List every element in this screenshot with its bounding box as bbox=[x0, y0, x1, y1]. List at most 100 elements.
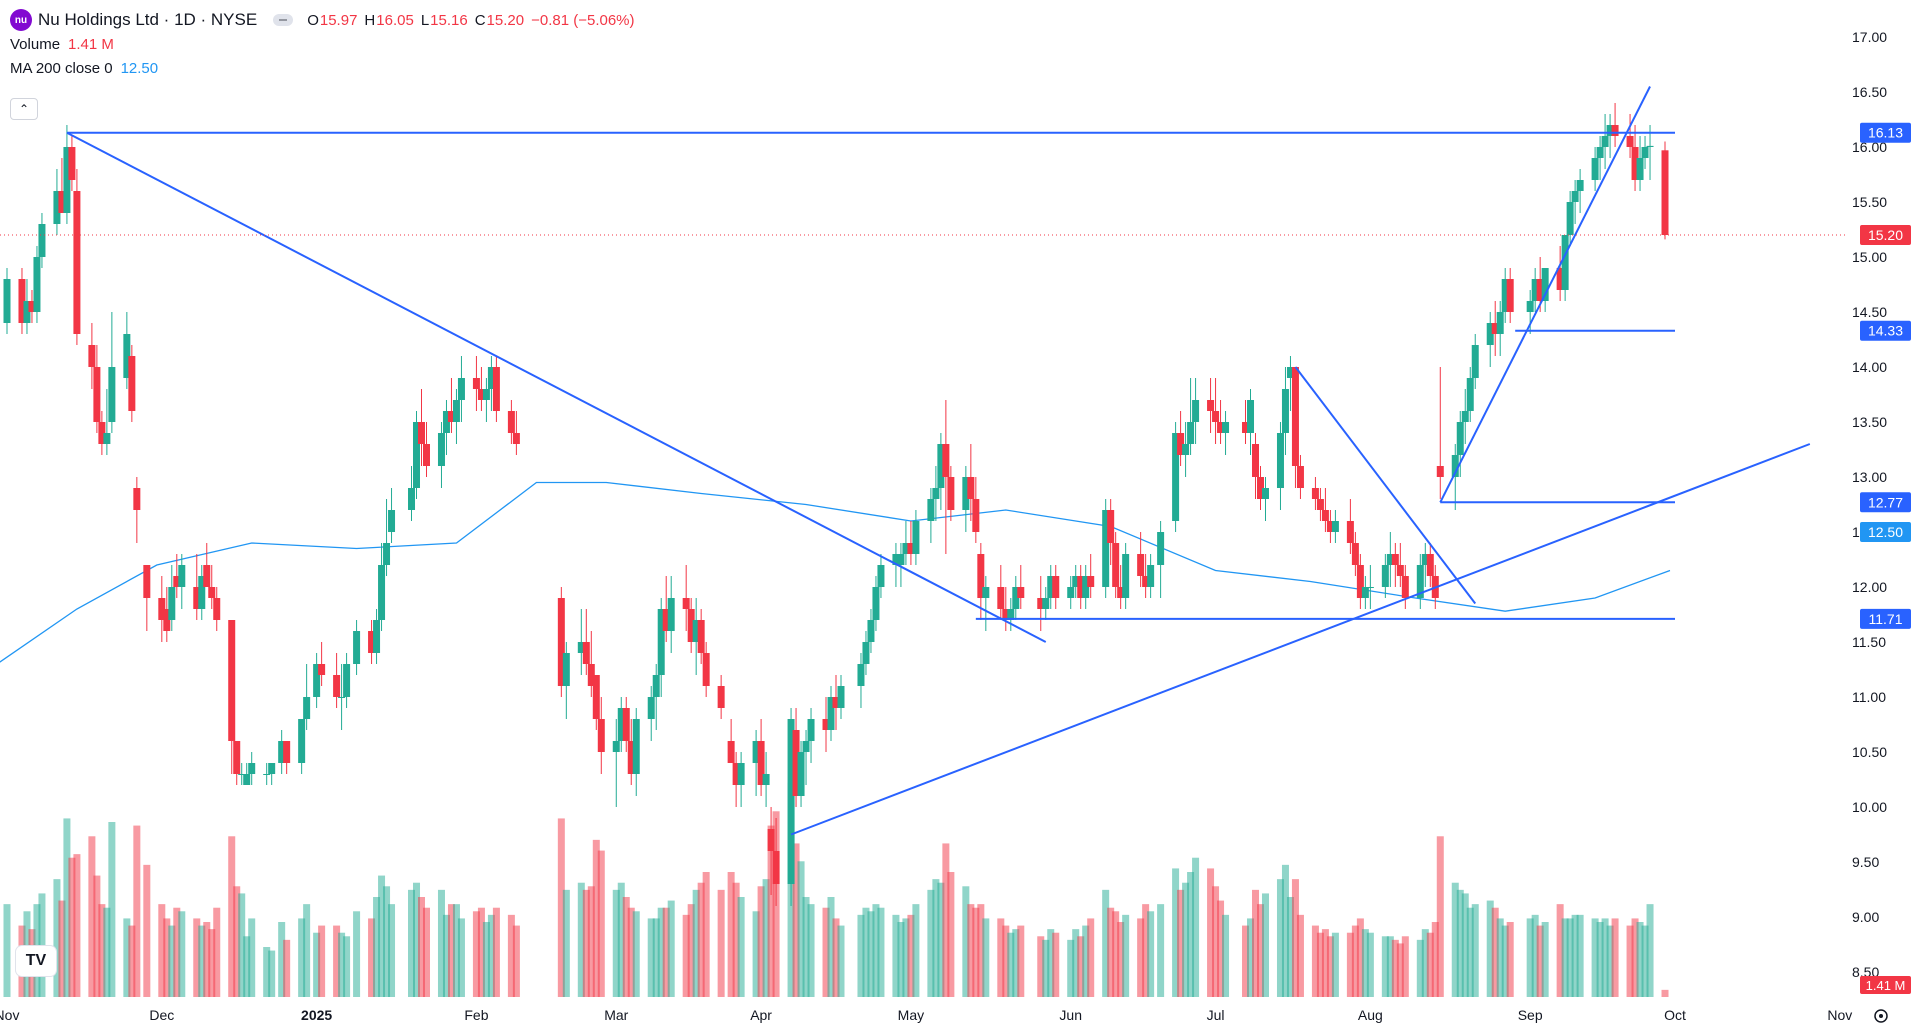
settings-gear-icon[interactable] bbox=[1874, 1009, 1888, 1023]
price-label-text: 15.20 bbox=[1868, 227, 1903, 243]
ohlc-low: L15.16 bbox=[420, 11, 468, 29]
volume-bar bbox=[657, 907, 665, 997]
candle-body bbox=[1276, 433, 1284, 488]
candle-body bbox=[507, 411, 515, 433]
volume-bar bbox=[937, 882, 945, 997]
candle bbox=[103, 389, 111, 455]
candle bbox=[378, 543, 386, 631]
volume-bar bbox=[1606, 925, 1614, 997]
candle bbox=[268, 763, 276, 785]
candle bbox=[937, 433, 945, 510]
candle bbox=[68, 136, 76, 191]
candle-body bbox=[482, 389, 490, 400]
time-tick-label: Oct bbox=[1664, 1007, 1686, 1023]
candle bbox=[597, 697, 605, 774]
volume-bar bbox=[178, 911, 186, 997]
trendline bbox=[1439, 86, 1651, 503]
candle bbox=[1007, 598, 1015, 631]
ma200-line bbox=[0, 481, 1671, 663]
time-tick-label: Jun bbox=[1059, 1007, 1082, 1023]
candle bbox=[213, 587, 221, 631]
volume-bar bbox=[1187, 872, 1195, 997]
volume-bar bbox=[408, 889, 416, 997]
candle-body bbox=[1072, 576, 1080, 587]
candle bbox=[772, 818, 780, 906]
volume-bar bbox=[213, 907, 221, 997]
candle-body bbox=[333, 675, 341, 697]
volume-bar bbox=[108, 822, 116, 997]
candle bbox=[1496, 301, 1504, 356]
candle bbox=[173, 554, 181, 598]
candle-body bbox=[3, 279, 11, 323]
candle bbox=[28, 290, 36, 323]
collapse-legend-button[interactable]: ⌃ bbox=[10, 98, 38, 120]
candle-body bbox=[787, 719, 795, 884]
candle-body bbox=[422, 444, 430, 466]
legend-toggle-icon[interactable] bbox=[273, 14, 294, 26]
candle-body bbox=[1461, 411, 1469, 422]
volume-bar bbox=[1082, 925, 1090, 997]
ma-legend[interactable]: MA 200 close 0 12.50 bbox=[10, 56, 642, 80]
volume-bar bbox=[73, 854, 81, 997]
candle-body bbox=[1611, 125, 1619, 136]
volume-bar bbox=[762, 879, 770, 997]
candle-body bbox=[1107, 510, 1115, 543]
candle-body bbox=[717, 686, 725, 708]
symbol-title[interactable]: Nu Holdings Ltd · 1D · NYSE bbox=[38, 10, 258, 29]
price-label-text: 12.50 bbox=[1868, 524, 1903, 540]
candle-body bbox=[702, 653, 710, 686]
volume-bar bbox=[1416, 939, 1424, 997]
volume-bar bbox=[123, 918, 131, 997]
volume-bar bbox=[1142, 904, 1150, 997]
volume-bar bbox=[1072, 929, 1080, 997]
candle bbox=[1207, 378, 1215, 433]
volume-bar bbox=[1012, 929, 1020, 997]
candle-body bbox=[562, 653, 570, 686]
candle bbox=[697, 609, 705, 664]
volume-bar bbox=[1591, 918, 1599, 997]
candle-body bbox=[1002, 609, 1010, 620]
candle bbox=[1556, 246, 1564, 301]
candle-body bbox=[657, 609, 665, 675]
candle-body bbox=[1646, 145, 1654, 147]
candle-body bbox=[228, 620, 236, 741]
candle bbox=[93, 345, 101, 433]
candle-body bbox=[1182, 444, 1190, 455]
volume-bar bbox=[1207, 868, 1215, 997]
volume-bar bbox=[582, 889, 590, 997]
volume-bar bbox=[1192, 857, 1200, 997]
candle-body bbox=[1526, 301, 1534, 312]
price-tick-label: 16.50 bbox=[1852, 84, 1887, 100]
candle-body bbox=[1386, 554, 1394, 565]
ohlc-open: O15.97 bbox=[307, 11, 358, 29]
volume-bar bbox=[103, 907, 111, 997]
candle-body bbox=[1381, 565, 1389, 587]
volume-bar bbox=[1212, 886, 1220, 997]
candle bbox=[1291, 367, 1299, 488]
candle bbox=[837, 675, 845, 719]
candle-body bbox=[23, 301, 31, 323]
volume-bar bbox=[1037, 936, 1045, 997]
volume-bar bbox=[1506, 922, 1514, 997]
volume-bar bbox=[832, 918, 840, 997]
volume-bar bbox=[1177, 889, 1185, 997]
candle bbox=[133, 477, 141, 543]
candle-body bbox=[612, 741, 620, 752]
volume-bar bbox=[1561, 918, 1569, 997]
candle bbox=[667, 576, 675, 653]
candle bbox=[1192, 378, 1200, 444]
candle-body bbox=[193, 587, 201, 609]
volume-bar bbox=[822, 907, 830, 997]
candle bbox=[1037, 576, 1045, 631]
candle bbox=[512, 411, 520, 455]
tradingview-logo-icon[interactable]: TV bbox=[16, 946, 56, 976]
candle bbox=[1157, 521, 1165, 598]
candle-body bbox=[1501, 279, 1509, 312]
candle-body bbox=[762, 774, 770, 785]
candle-body bbox=[837, 686, 845, 708]
volume-legend[interactable]: Volume 1.41 M bbox=[10, 32, 642, 56]
volume-bar bbox=[997, 918, 1005, 997]
candle-body bbox=[597, 719, 605, 752]
